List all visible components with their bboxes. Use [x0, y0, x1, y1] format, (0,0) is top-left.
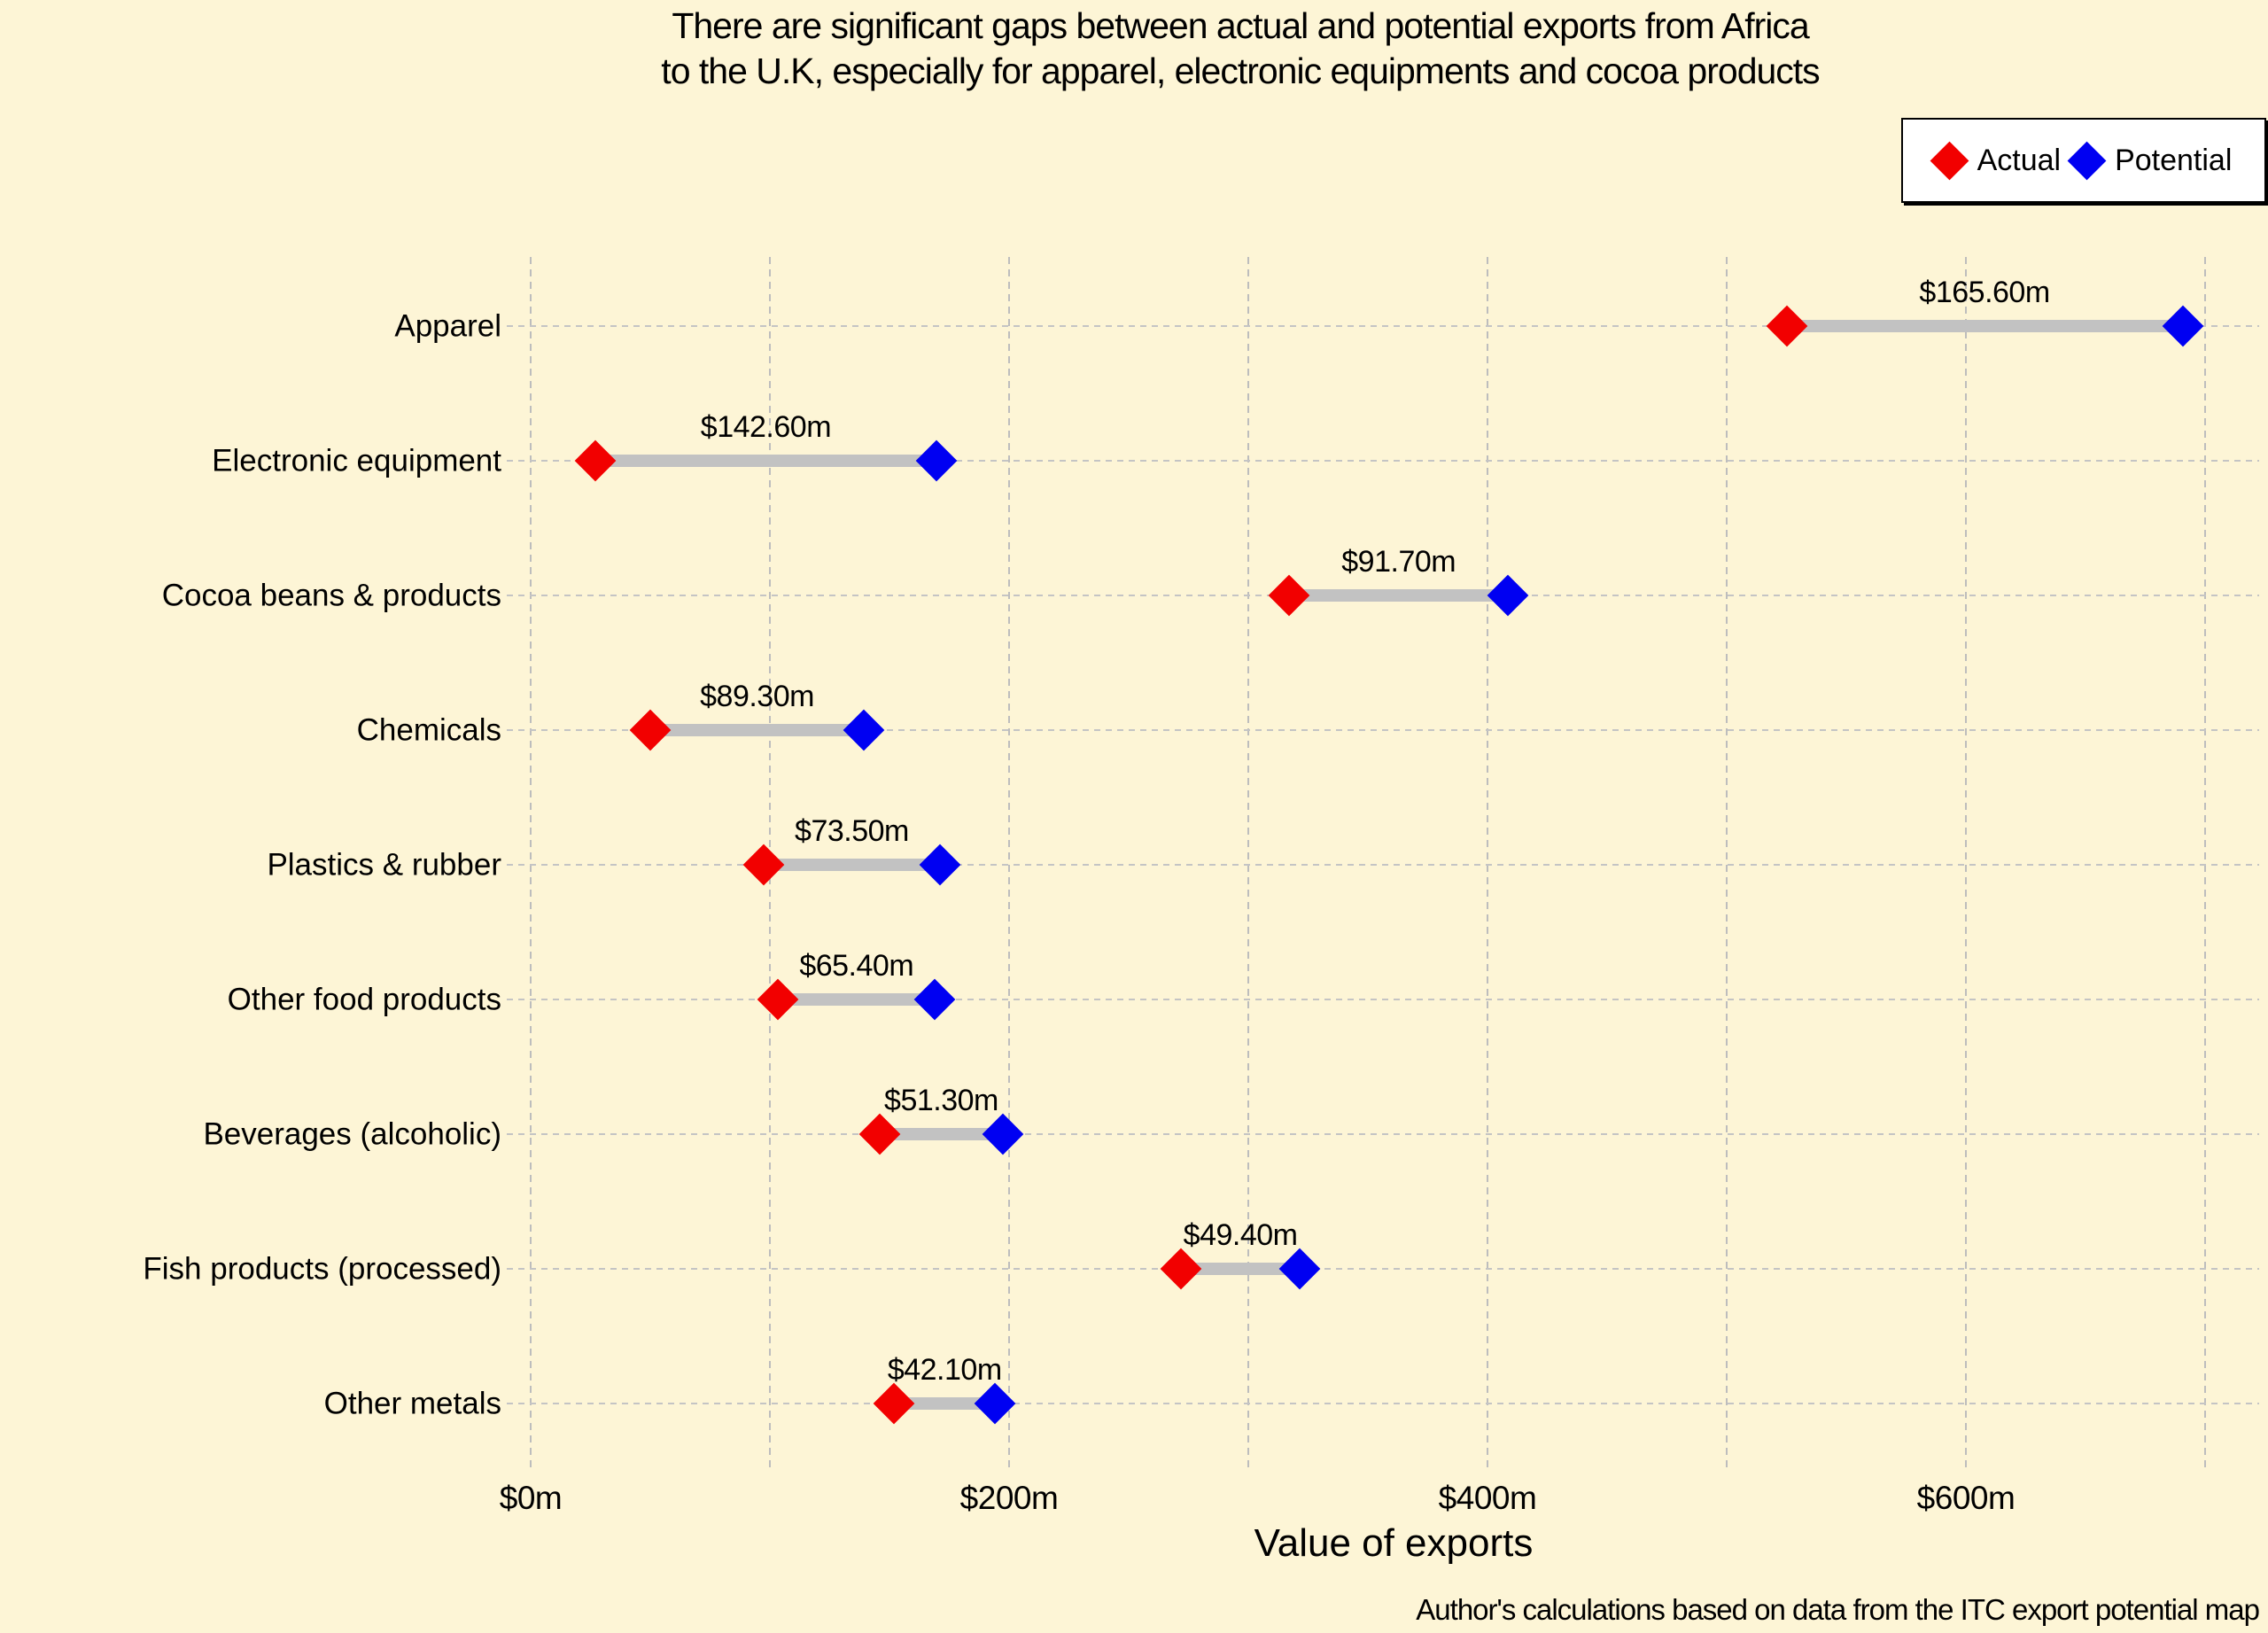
gridline-vertical	[2204, 257, 2206, 1469]
category-label: Other food products	[227, 982, 501, 1017]
gap-connector	[764, 859, 940, 871]
row-gridline	[507, 1403, 2259, 1404]
legend-label-actual: Actual	[1977, 143, 2062, 177]
actual-marker	[1766, 305, 1807, 347]
potential-marker	[1278, 1248, 1321, 1290]
gap-connector	[778, 993, 936, 1006]
gap-label: $91.70m	[1341, 545, 1456, 579]
x-axis-title: Value of exports	[1254, 1521, 1534, 1565]
row-gridline	[507, 325, 2259, 327]
x-tick-label: $200m	[959, 1480, 1059, 1516]
category-label: Chemicals	[356, 712, 501, 748]
gap-label: $89.30m	[700, 680, 814, 713]
gap-label: $65.40m	[799, 949, 914, 983]
category-label: Fish products (processed)	[143, 1251, 501, 1287]
gridline-vertical	[1247, 257, 1249, 1469]
gap-connector	[880, 1128, 1003, 1140]
gap-connector	[1786, 320, 2183, 332]
gap-label: $73.50m	[795, 814, 909, 848]
gap-connector	[894, 1397, 996, 1410]
chart-title: There are significant gaps between actua…	[213, 4, 2268, 94]
chart-title-line2: to the U.K, especially for apparel, elec…	[661, 51, 1820, 91]
actual-diamond-icon	[1930, 141, 1969, 180]
row-gridline	[507, 1268, 2259, 1270]
gap-connector	[1288, 589, 1509, 602]
potential-marker	[919, 844, 961, 886]
potential-marker	[2162, 305, 2203, 347]
x-tick-label: $600m	[1916, 1480, 2016, 1516]
potential-marker	[913, 978, 956, 1021]
actual-marker	[574, 439, 617, 482]
actual-marker	[874, 1382, 915, 1425]
potential-marker	[915, 439, 958, 482]
actual-marker	[1161, 1248, 1202, 1290]
row-gridline	[507, 864, 2259, 866]
gridline-vertical	[530, 257, 532, 1469]
gap-label: $51.30m	[884, 1084, 998, 1117]
gridline-vertical	[1008, 257, 1010, 1469]
potential-marker	[843, 709, 885, 751]
category-label: Electronic equipment	[212, 443, 501, 478]
gap-label: $42.10m	[887, 1353, 1002, 1387]
x-tick-label: $400m	[1438, 1480, 1537, 1516]
actual-marker	[858, 1113, 901, 1155]
actual-marker	[629, 709, 672, 751]
row-gridline	[507, 460, 2259, 462]
row-gridline	[507, 1133, 2259, 1135]
potential-marker	[1487, 574, 1529, 617]
source-note: Author's calculations based on data from…	[1416, 1593, 2260, 1626]
actual-marker	[757, 978, 799, 1021]
potential-marker	[982, 1113, 1024, 1155]
legend-label-potential: Potential	[2115, 143, 2233, 177]
legend: Actual Potential	[1901, 118, 2266, 203]
actual-marker	[1268, 574, 1310, 617]
gridline-vertical	[1965, 257, 1967, 1469]
chart-title-line1: There are significant gaps between actua…	[672, 5, 1809, 46]
potential-diamond-icon	[2067, 141, 2107, 180]
row-gridline	[507, 999, 2259, 1000]
legend-entry-actual: Actual	[1930, 141, 2062, 180]
gap-connector	[650, 724, 865, 736]
category-label: Other metals	[323, 1386, 501, 1421]
category-label: Beverages (alcoholic)	[203, 1116, 501, 1152]
actual-marker	[742, 844, 785, 886]
gap-label: $142.60m	[700, 410, 832, 444]
gap-connector	[594, 455, 936, 467]
category-label: Cocoa beans & products	[161, 578, 501, 613]
legend-entry-potential: Potential	[2067, 141, 2233, 180]
category-label: Plastics & rubber	[267, 847, 501, 883]
x-tick-label: $0m	[499, 1480, 563, 1516]
gridline-vertical	[1726, 257, 1728, 1469]
gap-label: $49.40m	[1183, 1218, 1298, 1252]
category-label: Apparel	[394, 308, 501, 344]
gridline-vertical	[1487, 257, 1488, 1469]
gap-connector	[1181, 1263, 1300, 1275]
row-gridline	[507, 729, 2259, 731]
gap-label: $165.60m	[1919, 276, 2050, 309]
